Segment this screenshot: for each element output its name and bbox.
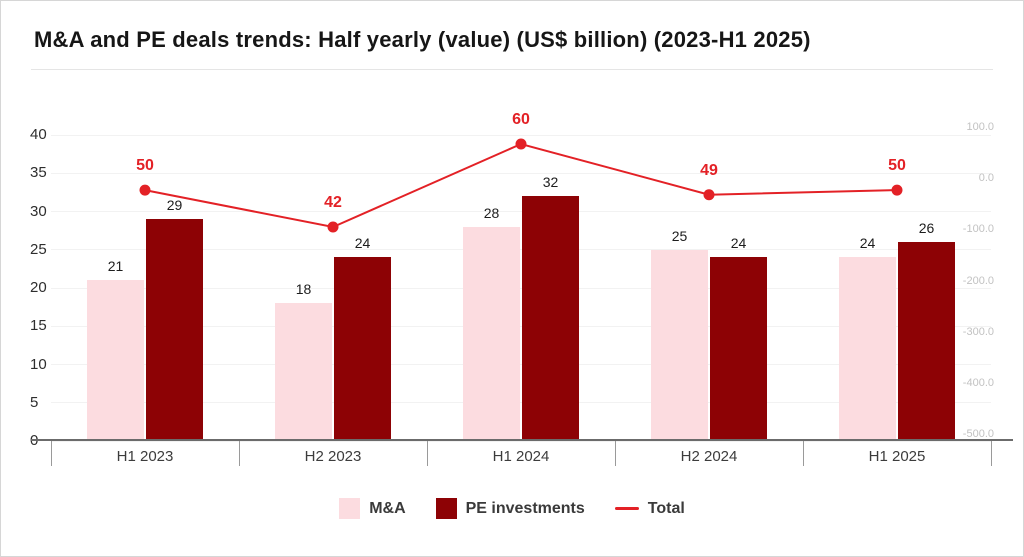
right-tick-label: -300.0 [962,325,994,338]
bar-value-label: 32 [542,174,559,191]
x-axis-label: H2 2024 [680,448,738,465]
bar-value-label: 21 [107,258,124,275]
pe-swatch-icon [435,498,457,519]
total-line-icon [614,507,639,510]
right-tick-label: 100.0 [966,121,994,133]
x-axis-tick [615,441,616,466]
bar-value-label: 25 [671,227,688,244]
right-tick-label: 0.0 [978,172,994,185]
bar-pe [522,196,579,441]
legend-label-pe: PE investments [465,499,585,517]
x-axis-tick [51,441,52,466]
ma-swatch-icon [339,498,361,519]
x-axis-label: H1 2025 [868,448,926,465]
left-tick-label: 25 [30,240,47,258]
gridline [51,364,991,365]
bar-ma [651,249,708,441]
x-axis-tick [803,441,804,466]
bar-value-label: 24 [354,235,371,252]
total-point [515,138,527,150]
total-value-label: 60 [512,111,530,128]
left-tick-label: 20 [30,279,47,296]
x-axis-tick [991,441,992,466]
legend-label-ma: M&A [369,499,406,517]
left-tick-label: 10 [30,355,47,373]
total-point [891,184,903,196]
bar-value-label: 18 [295,281,312,298]
bar-value-label: 24 [730,235,747,252]
bar-pe [334,257,391,441]
gridline [51,287,991,289]
left-tick-label: 30 [30,202,47,220]
right-tick-label: -500.0 [962,428,994,441]
bar-ma [87,280,144,441]
total-value-label: 50 [136,157,154,175]
bar-pe [710,257,767,441]
bar-ma [463,226,520,441]
x-axis-label: H1 2024 [492,448,550,465]
plot-area: 40 35 30 25 20 15 10 50 100.0 0.0 -100.0 -200.0 -30… [30,111,1013,466]
x-axis-tick [239,441,240,466]
left-tick-label: 40 [30,126,47,143]
x-axis-line [31,439,1013,441]
legend-item-pe: PE investments [435,498,585,519]
legend: M&A PE investments Total [1,498,1023,519]
bar-pe [146,219,203,441]
legend-label-total: Total [647,499,685,517]
total-value-label: 50 [888,157,906,175]
left-tick-label: 15 [30,317,47,335]
total-line [139,138,903,233]
chart-title: M&A and PE deals trends: Half yearly (va… [34,27,811,52]
bar-ma [275,303,332,441]
bar-value-label: 28 [483,204,500,221]
bar-ma [839,257,896,441]
total-value-label: 49 [700,161,718,179]
legend-item-total: Total [614,499,685,518]
total-value-label: 42 [324,193,342,211]
x-axis-label: H2 2023 [304,448,362,465]
right-tick-label: -100.0 [962,223,994,236]
gridline [51,325,991,327]
right-tick-label: -200.0 [962,274,994,287]
title-divider [31,69,993,70]
gridline [51,402,991,404]
left-tick-label: 5 [30,393,39,411]
left-tick-label: 35 [30,164,47,182]
gridline [51,440,991,442]
gridline [51,172,991,174]
gridline [51,249,991,251]
bar-value-label: 24 [859,235,876,252]
legend-item-ma: M&A [339,498,406,519]
bar-value-label: 26 [918,220,935,237]
total-point [327,221,339,233]
x-axis-label: H1 2023 [116,448,174,465]
bar-pe [898,242,955,441]
gridline [51,211,991,212]
x-axis-tick [427,441,428,466]
total-point [139,184,151,196]
total-point [703,189,715,201]
right-tick-label: -400.0 [962,377,994,389]
gridline [51,134,991,136]
bar-value-label: 29 [166,197,183,214]
